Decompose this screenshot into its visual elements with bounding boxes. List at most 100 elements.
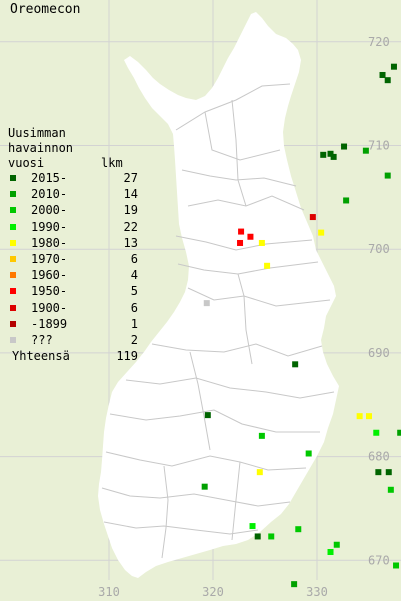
observation-marker (385, 469, 392, 476)
x-tick-label: 330 (306, 585, 328, 599)
legend-swatch (10, 207, 16, 214)
observation-marker (330, 153, 337, 160)
observation-marker (237, 239, 244, 246)
observation-points (201, 63, 401, 588)
observation-marker (320, 151, 327, 158)
legend-item-label: 2015- (31, 171, 68, 185)
observation-marker (292, 361, 299, 368)
observation-marker (384, 77, 391, 84)
y-tick-label: 680 (368, 450, 390, 464)
legend-heading-line: havainnon (8, 141, 74, 155)
observation-marker (268, 533, 275, 540)
observation-marker (258, 432, 265, 439)
observation-marker (291, 581, 298, 588)
observation-marker (249, 523, 256, 530)
legend-item-count: 1 (130, 316, 138, 331)
observation-marker (247, 233, 254, 240)
observation-marker (341, 143, 348, 150)
observation-marker (390, 63, 397, 70)
legend-swatch (10, 304, 16, 311)
legend-item: 2010- 14 (8, 187, 138, 203)
legend-item-count: 27 (123, 171, 138, 185)
y-tick-label: 700 (368, 242, 390, 256)
legend-item-count: 19 (123, 203, 138, 218)
observation-marker (356, 413, 363, 420)
legend-swatch (10, 288, 16, 295)
legend-item-label: 1970- (31, 251, 68, 266)
observation-marker (295, 526, 302, 533)
observation-marker (201, 483, 208, 490)
legend-item-count: 4 (130, 268, 138, 283)
region-borders (101, 83, 335, 559)
legend-total-count: 119 (116, 349, 138, 364)
legend-item: 1990- 22 (8, 220, 138, 236)
legend-item-label: 1950- (31, 284, 68, 299)
legend-item: 1980- 13 (8, 236, 138, 252)
legend-swatch (10, 272, 16, 279)
legend: Uusimman havainnon vuosi lkm 2015- 27 2010… (8, 126, 138, 365)
observation-marker (327, 549, 334, 556)
observation-marker (256, 469, 263, 476)
observation-marker (238, 228, 245, 235)
legend-item-count: 6 (130, 300, 138, 315)
legend-swatch (10, 320, 16, 327)
observation-marker (318, 229, 325, 236)
legend-item-label: 2000- (31, 203, 68, 218)
observation-marker (305, 450, 312, 457)
legend-item: 1900- 6 (8, 301, 138, 317)
x-tick-label: 310 (98, 585, 120, 599)
observation-marker (204, 412, 211, 419)
legend-heading: Uusimman havainnon vuosi lkm (8, 126, 138, 171)
legend-swatch (10, 175, 16, 181)
legend-swatch (10, 255, 16, 262)
legend-item-label: 1980- (31, 235, 68, 250)
observation-marker (397, 429, 401, 436)
legend-item: 1960- 4 (8, 268, 138, 284)
observation-marker (379, 71, 386, 78)
legend-item: ??? 2 (8, 333, 138, 349)
legend-item-label: -1899 (31, 316, 68, 331)
legend-swatch (10, 239, 16, 246)
legend-swatch (10, 336, 16, 343)
legend-item-count: 14 (123, 187, 138, 202)
observation-marker (333, 541, 340, 548)
y-tick-label: 710 (368, 139, 390, 153)
legend-swatch (10, 223, 16, 230)
y-tick-label: 720 (368, 35, 390, 49)
observation-marker (387, 486, 394, 493)
legend-heading-line: Uusimman (8, 126, 66, 140)
legend-count-heading: lkm (101, 156, 123, 170)
y-tick-label: 690 (368, 346, 390, 360)
observation-marker (373, 429, 380, 436)
legend-item: 2000- 19 (8, 203, 138, 219)
x-tick-label: 320 (202, 585, 224, 599)
legend-item: 1950- 5 (8, 284, 138, 300)
axis-ticks: 3103203303403503603707707607507407307207… (98, 35, 390, 599)
legend-item: -1899 1 (8, 317, 138, 333)
legend-item-count: 2 (130, 332, 138, 347)
legend-item-label: ??? (31, 332, 53, 347)
observation-marker (384, 172, 391, 179)
legend-item-label: 1990- (31, 219, 68, 234)
legend-item-count: 13 (123, 235, 138, 250)
observation-marker (258, 239, 265, 246)
observation-marker (203, 300, 210, 307)
observation-marker (343, 197, 350, 204)
observation-marker (327, 150, 334, 157)
legend-item-count: 6 (130, 251, 138, 266)
legend-rows: 2015- 27 2010- 14 2000- 19 1990- 22 1980- 13 1970-… (8, 171, 138, 349)
observation-marker (393, 562, 400, 569)
finland-landmass (98, 12, 339, 578)
y-tick-label: 670 (368, 553, 390, 567)
legend-item-label: 1900- (31, 300, 68, 315)
legend-item: 1970- 6 (8, 252, 138, 268)
legend-item-label: 1960- (31, 268, 68, 283)
observation-marker (375, 469, 382, 476)
legend-total: Yhteensä 119 (8, 349, 138, 365)
legend-item-count: 5 (130, 284, 138, 299)
legend-item-count: 22 (123, 219, 138, 234)
legend-item: 2015- 27 (8, 171, 138, 187)
observation-marker (254, 533, 261, 540)
legend-heading-line: vuosi (8, 156, 45, 170)
